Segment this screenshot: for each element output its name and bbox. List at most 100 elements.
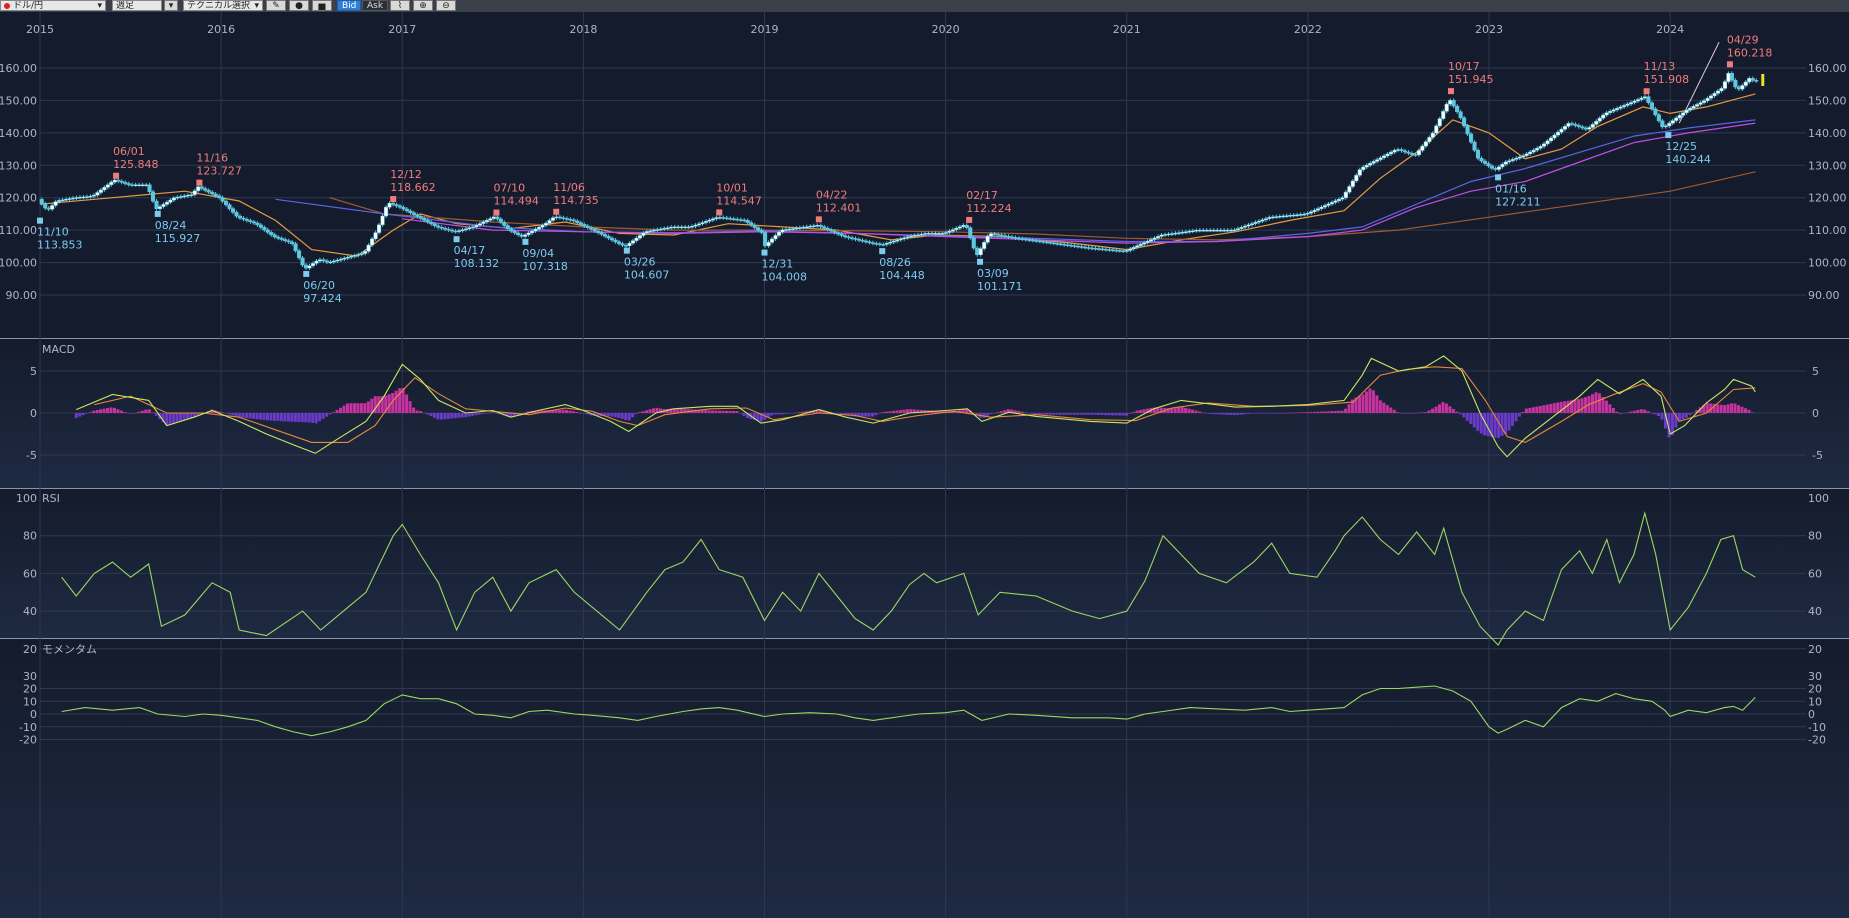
zoom-out-button[interactable]: ⊖ [436,0,456,11]
candle-body [1187,230,1192,233]
candle-body [1722,81,1727,89]
macd-histogram-bar [1170,408,1174,413]
chart-area[interactable]: 2015 2016 2017 2018 2019 2020 2021 2022 2023 2024… [0,12,1849,918]
macd-tick-label-left: 5 [30,365,37,378]
macd-histogram-bar [401,387,405,413]
macd-histogram-bar [857,413,861,417]
price-tick-label-right: 140.00 [1808,127,1847,140]
technical-select[interactable]: テクニカル選択 ▾ [183,0,263,11]
candle-body [1573,123,1578,126]
macd-histogram-bar [1573,399,1577,413]
candle-body [418,216,423,219]
macd-histogram-bar [1027,413,1031,414]
macd-histogram-bar [1455,411,1459,413]
candle-body [1034,240,1039,242]
candle-body [1625,103,1630,106]
toolbar: ドル/円 ▾ 週足 ▾ テクニカル選択 ▾ ✎ ● ▅ Bid Ask ⌇ ⊕ ⊖ [0,0,1849,13]
macd-histogram-bar [818,409,822,413]
candle-body [1597,117,1602,122]
macd-histogram-bar [634,413,638,415]
candle-body [561,217,566,219]
macd-histogram-bar [78,413,82,417]
macd-histogram-bar [1204,413,1208,414]
candle-body [940,233,945,235]
macd-histogram-bar [752,413,756,421]
macd-histogram-bar [1017,410,1021,413]
candle-body [1569,123,1574,125]
candle-body [1524,153,1529,156]
candle-body [731,218,736,220]
draw-pen-button[interactable]: ✎ [266,0,286,11]
macd-histogram-bar [1413,412,1417,414]
candle-body [1159,234,1164,237]
candle-body [853,238,858,240]
candle-body [832,230,837,233]
period-dropdown-button[interactable]: ▾ [164,0,178,11]
zoom-in-button[interactable]: ⊕ [413,0,433,11]
macd-histogram-bar [888,411,892,413]
macd-histogram-bar [1646,411,1650,413]
macd-histogram-bar [1090,413,1094,415]
macd-histogram-bar [238,413,242,418]
candle-body [1229,229,1234,232]
macd-histogram-bar [822,410,826,413]
momentum-panel-bg [0,639,1849,918]
candle-body [1149,239,1154,242]
candle-body [856,239,862,241]
candle-body [161,204,166,207]
candle-body [936,233,942,235]
candle-body [1315,208,1321,211]
candle-body [808,225,813,228]
macd-histogram-bar [1180,406,1184,413]
chart-type-button[interactable]: ▅ [312,0,332,11]
macd-histogram-bar [1288,412,1292,414]
macd-histogram-bar [199,413,203,415]
candle-body [1688,107,1693,111]
candle-body [1545,140,1550,145]
macd-histogram-bar [1062,413,1066,415]
candle-body [488,218,493,221]
indicator-button[interactable]: ⌇ [390,0,410,11]
candle-body [575,220,580,223]
candle-body [1263,218,1268,221]
macd-histogram-bar [885,411,889,413]
candle-body [230,208,236,213]
candle-body [933,233,938,235]
candle-body [547,220,552,224]
macd-histogram-bar [1476,413,1480,431]
macd-histogram-bar [1618,413,1622,415]
macd-histogram-bar [1726,404,1730,413]
period-select[interactable]: 週足 [112,0,162,11]
candle-body [1590,124,1595,128]
macd-histogram-bar [1253,413,1257,414]
macd-histogram-bar [1107,413,1111,416]
high-marker [966,216,973,223]
macd-histogram-bar [631,413,635,418]
candle-body [1681,112,1686,116]
macd-histogram-bar [652,408,656,413]
info-button[interactable]: ● [289,0,309,11]
bid-toggle[interactable]: Bid [337,0,362,11]
candle-body [1249,223,1255,226]
candle-body [801,226,806,229]
ask-toggle[interactable]: Ask [362,0,389,11]
candle-body [1166,233,1171,236]
macd-histogram-bar [307,413,311,423]
candle-body [1357,169,1362,176]
candle-body [192,190,197,195]
candle-body [1082,246,1088,249]
macd-histogram-bar [1215,413,1219,415]
candle-body [1284,215,1289,217]
macd-histogram-bar [126,413,130,414]
year-tick-label: 2021 [1113,23,1141,36]
macd-histogram-bar [81,413,85,416]
currency-pair-select[interactable]: ドル/円 ▾ [0,0,106,11]
candle-body [175,196,180,199]
macd-histogram-bar [192,413,196,418]
macd-histogram-bar [836,413,840,414]
candle-body [867,241,872,244]
year-tick-label: 2024 [1656,23,1684,36]
candle-body [1642,96,1647,99]
macd-histogram-bar [1229,413,1233,415]
macd-histogram-bar [523,412,527,414]
